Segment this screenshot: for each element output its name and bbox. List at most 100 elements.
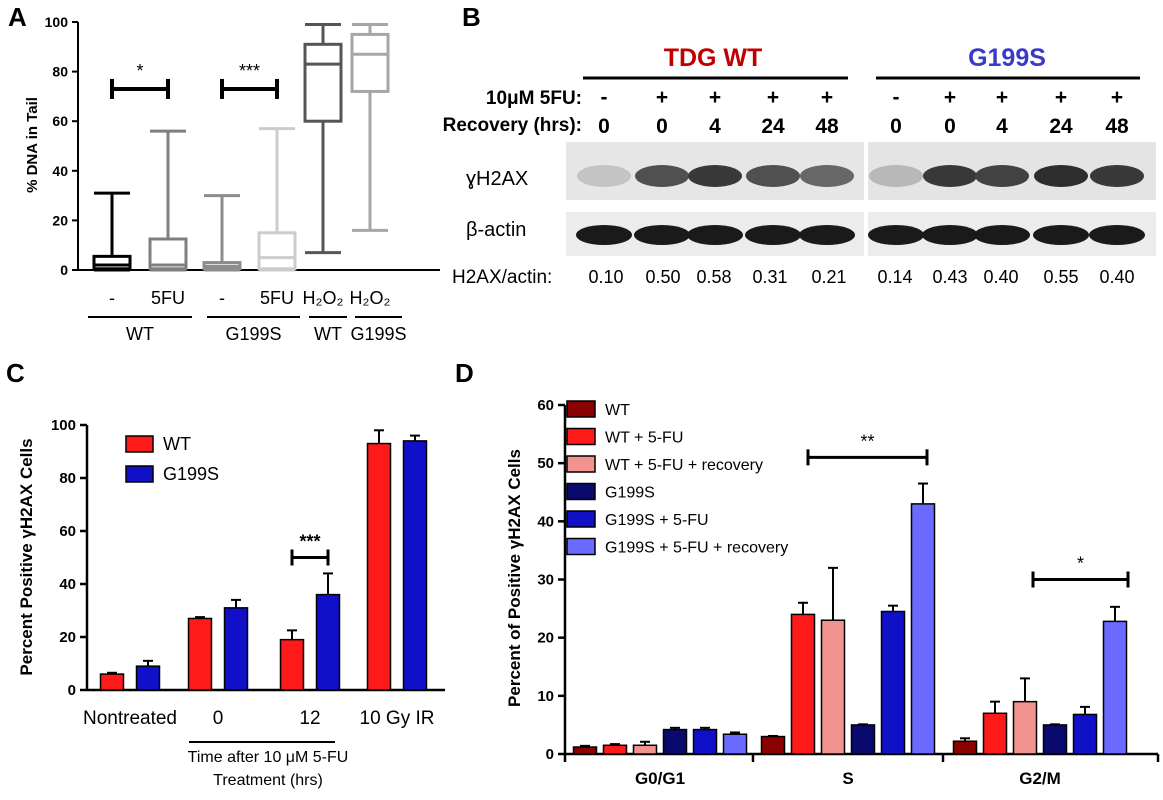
panel-a-group-label: G199S xyxy=(225,324,281,344)
lane-recovery-hours: 24 xyxy=(1049,115,1073,138)
lane-5fu-sign: + xyxy=(996,86,1008,109)
panel-d-bar-chart: Percent of Positive γH2AX Cells 0 10 20 30 4… xyxy=(505,397,1160,788)
bar-1-3 xyxy=(402,440,428,691)
significance-label: * xyxy=(136,61,143,81)
legend-entry: G199S xyxy=(163,464,219,484)
panel-a-y-tick-label: 80 xyxy=(52,64,68,80)
bar-1-2 xyxy=(315,593,341,691)
bar-2-1 xyxy=(820,619,846,755)
blot-band-h2ax xyxy=(688,165,742,187)
blot-band-h2ax xyxy=(746,165,800,187)
legend-swatch xyxy=(566,455,596,473)
panel-a-category-label: H₂O₂ xyxy=(303,288,344,308)
blot-band-actin xyxy=(868,225,924,245)
blot-band-h2ax xyxy=(1034,165,1088,187)
panel-c-y-tick-label: 100 xyxy=(51,417,76,434)
panel-a-y-tick-label: 20 xyxy=(52,212,68,228)
legend-swatch xyxy=(125,465,154,483)
panel-d-y-axis-label: Percent of Positive γH2AX Cells xyxy=(505,449,524,707)
panel-a-category-label: - xyxy=(109,288,115,308)
bar-4-1 xyxy=(880,610,906,755)
lane-recovery-hours: 48 xyxy=(815,115,839,138)
panel-letter-d: D xyxy=(455,358,474,388)
box-iqr xyxy=(92,254,132,271)
blot-band-h2ax xyxy=(800,165,854,187)
panel-a-group-label: WT xyxy=(126,324,154,344)
blot-band-h2ax xyxy=(577,165,631,187)
blot-label-h2ax: ɣH2AX xyxy=(466,168,528,190)
lane-ratio-value: 0.55 xyxy=(1043,267,1078,287)
legend-swatch xyxy=(566,400,596,418)
bar-0-2 xyxy=(952,740,978,755)
legend-entry: WT + 5-FU + recovery xyxy=(605,457,763,474)
bar-3-0 xyxy=(662,728,688,755)
legend-entry: G199S + 5-FU + recovery xyxy=(605,540,788,557)
lane-recovery-hours: 0 xyxy=(656,115,668,138)
significance-label: * xyxy=(1077,554,1084,574)
blot-band-h2ax xyxy=(1090,165,1144,187)
lane-ratio-value: 0.10 xyxy=(588,267,623,287)
group-label-g199s: G199S xyxy=(968,44,1046,72)
panel-c-y-axis-label: Percent Positive γH2AX Cells xyxy=(17,438,36,675)
blot-band-actin xyxy=(974,225,1030,245)
lane-5fu-sign: - xyxy=(893,86,900,109)
lane-5fu-sign: + xyxy=(767,86,779,109)
lane-recovery-hours: 24 xyxy=(761,115,785,138)
panel-letter-b: B xyxy=(462,2,481,32)
legend-entry: WT xyxy=(163,434,191,454)
panel-d-category-label: G0/G1 xyxy=(635,769,685,788)
panel-c-category-label: 0 xyxy=(213,708,224,729)
lane-ratio-value: 0.21 xyxy=(811,267,846,287)
panel-c-category-label: 12 xyxy=(299,708,320,729)
panel-a-category-label: H₂O₂ xyxy=(350,288,391,308)
significance-label: ** xyxy=(860,431,874,451)
bar-0-1 xyxy=(187,617,213,691)
bar-0-1 xyxy=(760,735,786,755)
lane-recovery-hours: 4 xyxy=(996,115,1008,138)
panel-c-y-tick-label: 0 xyxy=(68,682,76,699)
lane-ratio-value: 0.40 xyxy=(983,267,1018,287)
panel-a-category-label: - xyxy=(219,288,225,308)
panel-a-category-label: 5FU xyxy=(260,288,294,308)
blot-band-h2ax xyxy=(975,165,1029,187)
panel-d-category-label: G2/M xyxy=(1019,769,1061,788)
panel-d-y-tick-label: 60 xyxy=(537,397,554,414)
lane-recovery-hours: 48 xyxy=(1105,115,1129,138)
legend-swatch xyxy=(566,537,596,556)
lane-recovery-hours: 4 xyxy=(709,115,721,138)
blot-band-actin xyxy=(922,225,978,245)
panel-d-y-tick-label: 30 xyxy=(537,572,554,589)
panel-a-group-label: G199S xyxy=(350,324,406,344)
lane-5fu-sign: + xyxy=(821,86,833,109)
lane-5fu-sign: + xyxy=(1055,86,1067,109)
blot-label-actin: β-actin xyxy=(466,219,526,241)
bar-4-0 xyxy=(692,728,718,755)
panel-a-y-tick-label: 100 xyxy=(45,14,69,30)
group-label-tdg-wt: TDG WT xyxy=(664,44,763,72)
panel-letter-a: A xyxy=(8,2,27,32)
bar-1-1 xyxy=(790,613,816,755)
legend-entry: WT xyxy=(605,402,630,419)
panel-d-y-tick-label: 40 xyxy=(537,513,554,530)
lane-5fu-sign: + xyxy=(656,86,668,109)
lane-ratio-value: 0.43 xyxy=(932,267,967,287)
panel-a-category-label: 5FU xyxy=(151,288,185,308)
bar-2-0 xyxy=(632,744,658,755)
bar-1-1 xyxy=(223,607,249,691)
lane-ratio-value: 0.40 xyxy=(1099,267,1134,287)
box-iqr xyxy=(303,42,343,123)
bar-0-0 xyxy=(99,673,125,691)
bar-1-0 xyxy=(602,744,628,755)
lane-recovery-hours: 0 xyxy=(890,115,902,138)
bar-2-2 xyxy=(1012,700,1038,755)
box-iqr xyxy=(350,32,390,93)
blot-band-actin xyxy=(799,225,855,245)
panel-a-group-label: WT xyxy=(314,324,342,344)
lane-5fu-sign: + xyxy=(944,86,956,109)
panel-a-y-axis-label: % DNA in Tail xyxy=(24,97,41,193)
blot-band-actin xyxy=(687,225,743,245)
legend-swatch xyxy=(125,435,154,453)
panel-a-box-plot: % DNA in Tail 0 20 40 60 80 100 - 5FU - 5FU H₂O₂ H₂… xyxy=(24,14,440,344)
panel-d-y-tick-label: 20 xyxy=(537,630,554,647)
